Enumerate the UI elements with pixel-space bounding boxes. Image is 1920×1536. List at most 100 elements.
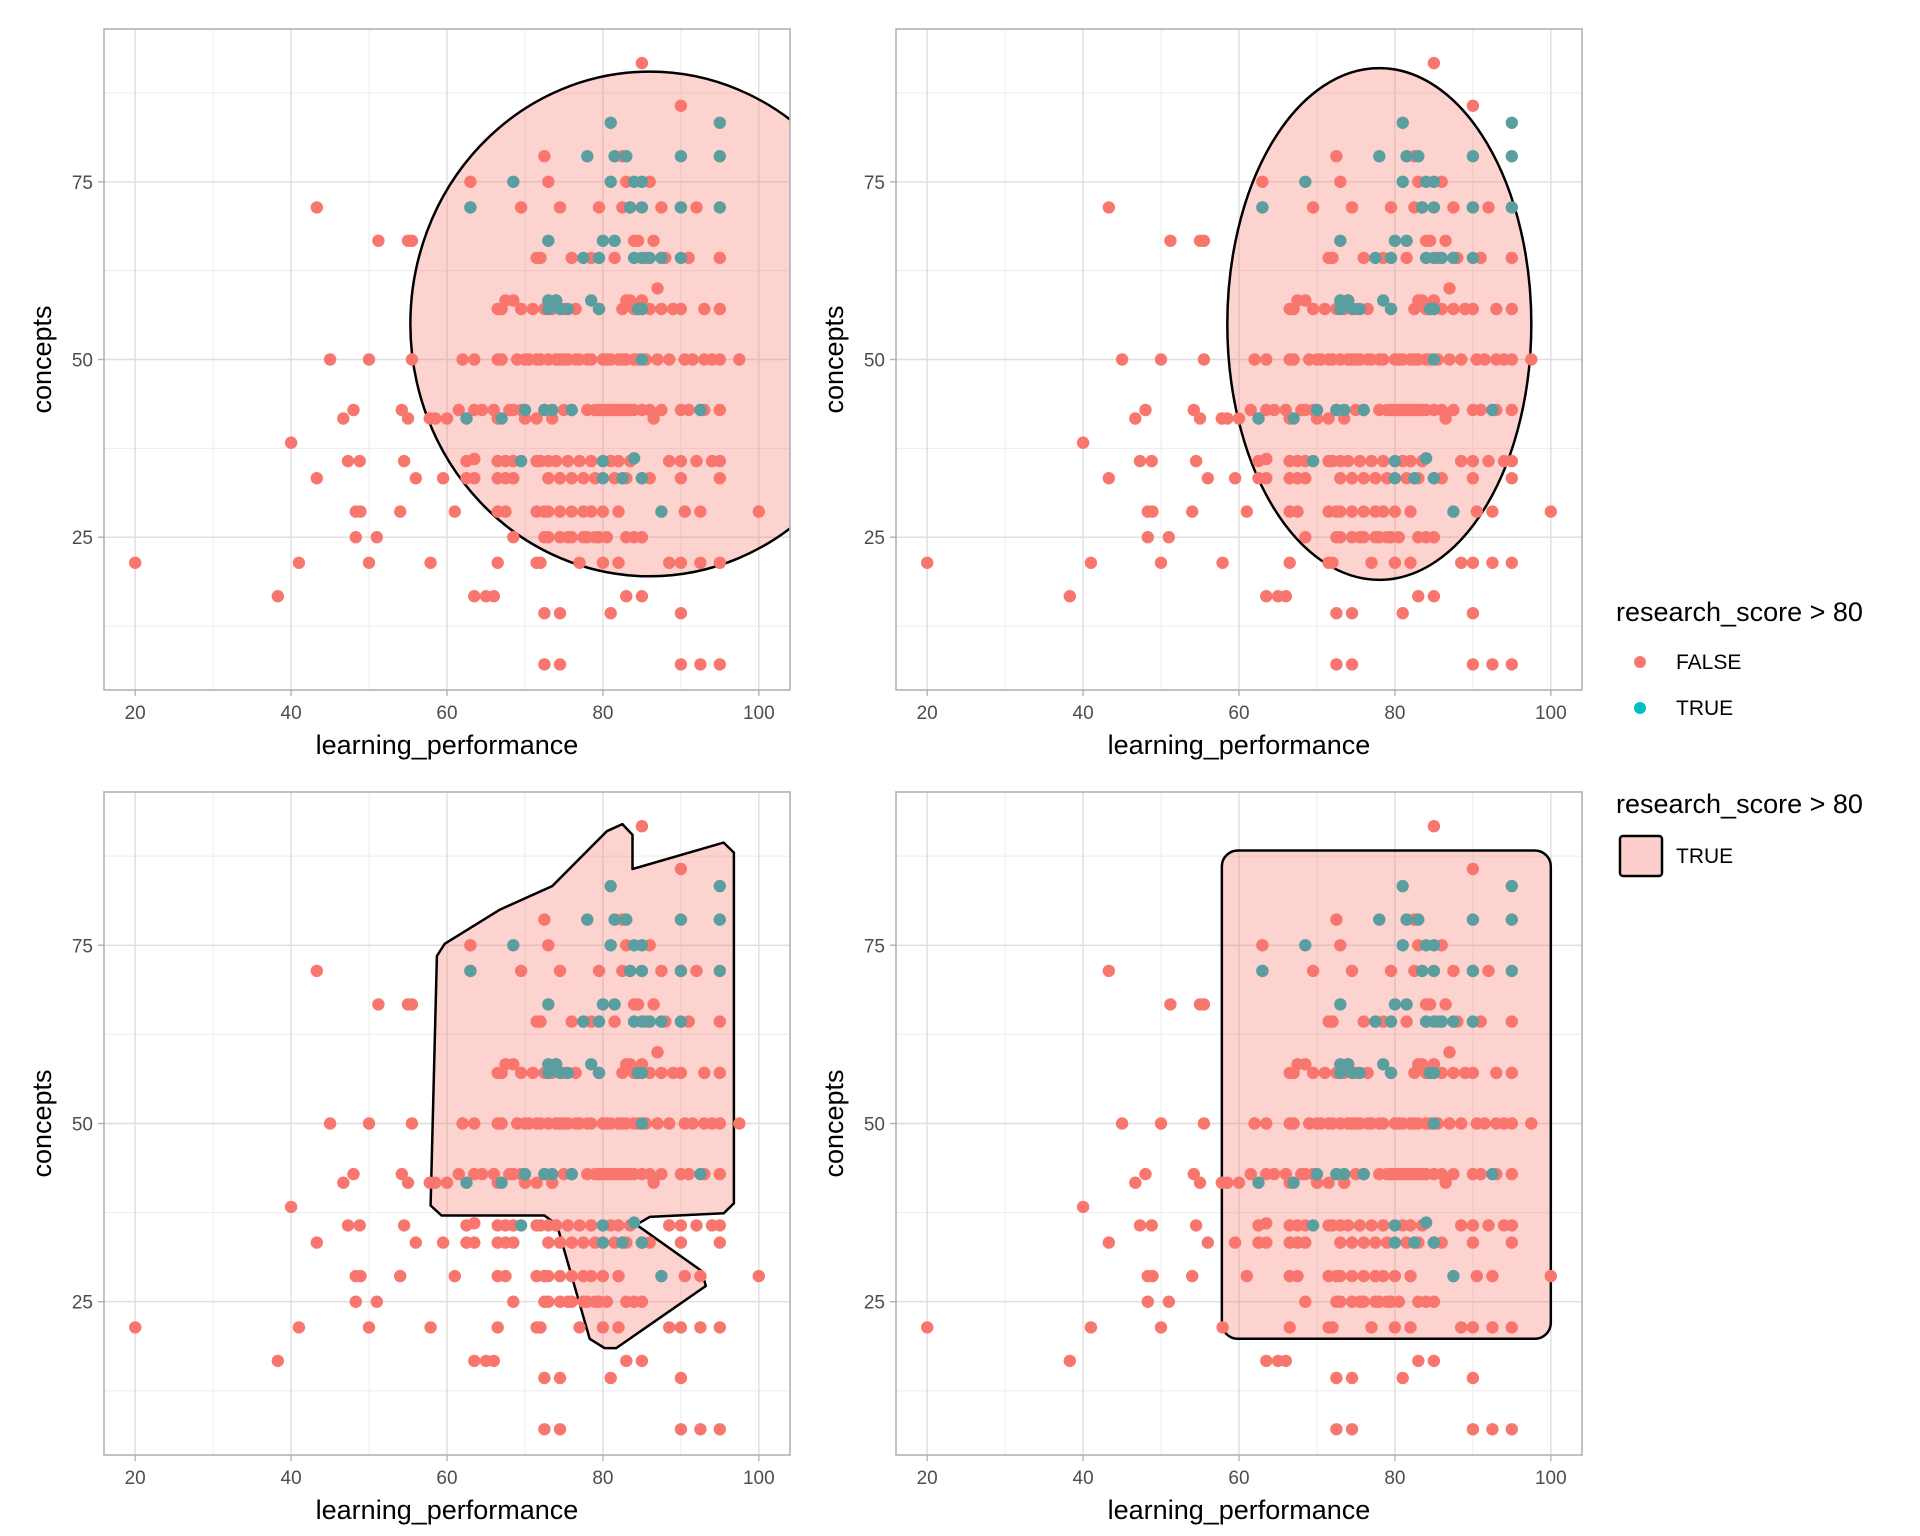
data-point-false: [1404, 1269, 1417, 1283]
data-point-false: [674, 658, 688, 671]
data-point-false: [651, 282, 664, 295]
data-point-false: [1443, 353, 1456, 366]
data-point-false: [534, 1321, 547, 1334]
data-point-false: [553, 1423, 567, 1436]
data-point-true: [546, 403, 559, 417]
x-tick-label: 40: [281, 1468, 302, 1489]
y-axis-title: concepts: [819, 1069, 849, 1177]
y-tick-label: 50: [864, 351, 885, 372]
data-point-true: [694, 1167, 707, 1181]
data-point-false: [409, 1236, 422, 1249]
data-point-true: [1384, 302, 1398, 316]
data-point-true: [1427, 201, 1441, 214]
data-point-false: [487, 1354, 500, 1368]
data-point-false: [1384, 201, 1398, 214]
data-point-false: [448, 1269, 461, 1283]
data-point-false: [1139, 403, 1152, 417]
data-point-false: [1279, 1354, 1293, 1368]
data-point-true: [577, 1015, 590, 1028]
data-point-false: [1345, 1371, 1359, 1385]
data-point-true: [1306, 454, 1320, 468]
data-point-false: [1260, 1354, 1273, 1368]
data-point-true: [1466, 201, 1480, 214]
data-point-true: [620, 150, 633, 163]
data-point-false: [436, 1236, 450, 1249]
data-point-true: [585, 294, 598, 307]
data-point-true: [1373, 913, 1386, 926]
data-point-false: [651, 1117, 664, 1130]
data-point-false: [674, 472, 688, 485]
data-point-false: [553, 472, 567, 485]
x-tick-label: 80: [592, 703, 613, 724]
data-point-false: [694, 556, 707, 569]
data-point-false: [573, 1219, 586, 1232]
data-point-true: [635, 1117, 649, 1130]
data-point-false: [1486, 1423, 1499, 1436]
data-point-true: [713, 913, 726, 926]
data-point-false: [713, 1015, 726, 1028]
data-point-true: [1400, 234, 1413, 247]
data-point-false: [694, 505, 707, 518]
data-point-false: [612, 1321, 625, 1334]
data-point-true: [596, 234, 610, 247]
data-point-false: [1482, 1219, 1495, 1232]
data-point-false: [698, 302, 711, 316]
data-point-false: [1334, 472, 1347, 485]
data-point-false: [612, 1269, 625, 1283]
data-point-false: [1338, 1176, 1351, 1189]
data-point-true: [635, 201, 649, 214]
data-point-false: [1334, 175, 1347, 188]
data-point-false: [1353, 1219, 1367, 1232]
data-point-false: [1466, 862, 1480, 876]
data-point-false: [674, 1219, 688, 1232]
data-point-true: [1338, 1167, 1351, 1181]
data-point-false: [542, 531, 555, 544]
data-point-false: [1162, 1295, 1176, 1308]
data-point-true: [674, 964, 688, 978]
data-point-false: [401, 1176, 415, 1189]
data-point-false: [1186, 505, 1199, 518]
data-point-true: [627, 452, 641, 465]
legend-fill: research_score > 80 TRUE: [1616, 789, 1863, 878]
data-point-false: [362, 353, 376, 366]
data-point-false: [1102, 1236, 1116, 1249]
data-point-false: [631, 234, 645, 247]
data-point-false: [1260, 353, 1273, 366]
data-point-true: [1334, 998, 1347, 1011]
data-point-true: [1396, 175, 1409, 188]
x-tick-label: 80: [1384, 1468, 1405, 1489]
data-point-false: [1525, 353, 1538, 366]
data-point-false: [1505, 658, 1519, 671]
data-point-false: [1392, 531, 1406, 544]
data-point-true: [1427, 1117, 1441, 1130]
data-point-false: [1197, 998, 1211, 1011]
data-point-false: [1216, 1321, 1229, 1334]
data-point-false: [577, 1236, 590, 1249]
data-point-false: [1063, 590, 1077, 603]
data-point-false: [534, 1015, 547, 1028]
data-point-false: [1260, 472, 1273, 485]
data-point-true: [608, 998, 621, 1011]
x-axis-title: learning_performance: [1108, 730, 1371, 760]
data-point-false: [713, 353, 726, 366]
data-point-true: [1435, 251, 1448, 265]
data-point-false: [1267, 403, 1281, 417]
data-point-false: [1330, 150, 1343, 163]
data-point-true: [1400, 150, 1413, 163]
data-point-false: [553, 505, 567, 518]
data-point-true: [1353, 1066, 1367, 1080]
data-point-false: [1486, 1269, 1499, 1283]
data-point-true: [1427, 964, 1441, 978]
y-tick-label: 50: [72, 1115, 93, 1136]
data-point-false: [553, 964, 567, 978]
data-point-true: [1256, 201, 1269, 214]
x-tick-label: 100: [1535, 1468, 1567, 1489]
data-point-false: [596, 505, 610, 518]
data-point-false: [538, 607, 551, 620]
data-point-true: [1400, 913, 1413, 926]
data-point-false: [538, 1371, 551, 1385]
data-point-false: [310, 201, 323, 214]
data-point-false: [1260, 452, 1273, 466]
data-point-false: [1365, 556, 1378, 569]
data-point-false: [1345, 1236, 1359, 1249]
